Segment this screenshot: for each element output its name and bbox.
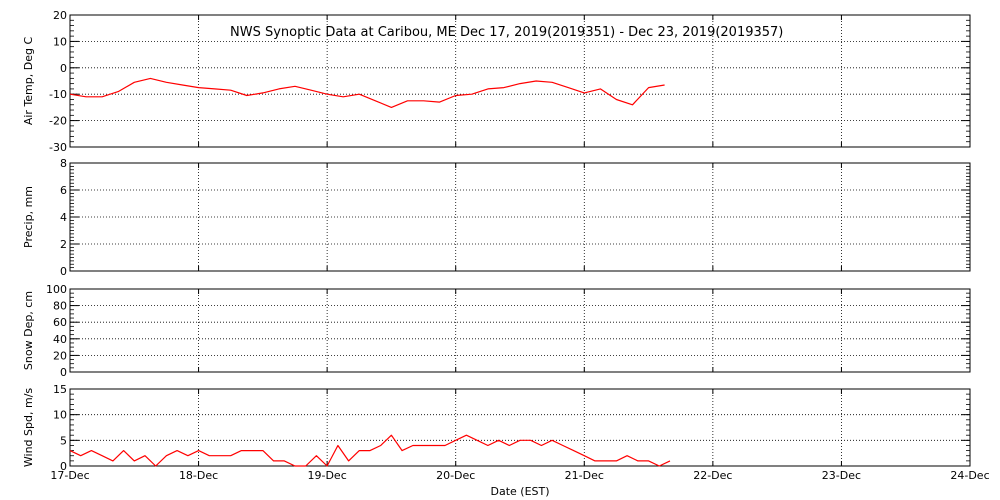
x-tick-label: 17-Dec xyxy=(50,469,89,482)
wind-speed-y-tick-label: 10 xyxy=(53,409,67,422)
precip-y-tick-label: 8 xyxy=(60,157,67,170)
snow-depth-y-tick-label: 40 xyxy=(53,333,67,346)
air-temp-y-tick-label: -10 xyxy=(49,88,67,101)
air-temp-y-tick-label: 0 xyxy=(60,62,67,75)
air-temp-y-tick-label: 20 xyxy=(53,9,67,22)
air-temp-frame xyxy=(69,14,971,148)
snow-depth-y-tick-label: 20 xyxy=(53,349,67,362)
snow-depth-y-tick-label: 80 xyxy=(53,300,67,313)
air-temp-y-tick-label: -30 xyxy=(49,141,67,154)
x-tick-label: 22-Dec xyxy=(693,469,732,482)
wind-speed-y-axis-label: Wind Spd, m/s xyxy=(22,388,35,468)
precip-y-tick-label: 6 xyxy=(60,184,67,197)
x-tick-label: 24-Dec xyxy=(950,469,989,482)
precip-y-tick-label: 4 xyxy=(60,211,67,224)
wind-speed-y-tick-label: 0 xyxy=(60,460,67,473)
air-temp-y-tick-label: -20 xyxy=(49,115,67,128)
precip-y-axis-label: Precip, mm xyxy=(22,186,35,248)
chart-title: NWS Synoptic Data at Caribou, ME Dec 17,… xyxy=(230,25,783,40)
x-tick-label: 23-Dec xyxy=(822,469,861,482)
precip-panel: 8 6 4 2 0 Precip, mm xyxy=(22,157,971,278)
wind-speed-series-line xyxy=(69,434,671,467)
precip-y-tick-label: 0 xyxy=(60,265,67,278)
snow-depth-y-tick-label: 0 xyxy=(60,366,67,379)
snow-depth-y-tick-label: 100 xyxy=(46,283,67,296)
air-temp-series-line xyxy=(69,77,665,109)
wind-speed-frame xyxy=(69,388,971,467)
x-axis-label: Date (EST) xyxy=(490,485,549,498)
wind-speed-y-tick-label: 15 xyxy=(53,383,67,396)
air-temp-panel: 20 10 0 -10 -20 -30 Air Temp, Deg C xyxy=(22,9,971,154)
snow-depth-y-tick-label: 60 xyxy=(53,316,67,329)
precip-y-tick-label: 2 xyxy=(60,238,67,251)
air-temp-y-tick-label: 10 xyxy=(53,35,67,48)
x-tick-label: 18-Dec xyxy=(179,469,218,482)
air-temp-y-axis-label: Air Temp, Deg C xyxy=(22,37,35,126)
wind-speed-panel: 15 10 5 0 Wind Spd, m/s 17-Dec 18-Dec 19-Dec 20-… xyxy=(22,383,990,482)
snow-depth-y-axis-label: Snow Dep, cm xyxy=(22,291,35,370)
x-tick-label: 21-Dec xyxy=(565,469,604,482)
x-tick-label: 19-Dec xyxy=(308,469,347,482)
snow-depth-panel: 100 80 60 40 20 0 Snow Dep, cm xyxy=(22,283,971,379)
wind-speed-y-tick-label: 5 xyxy=(60,434,67,447)
x-tick-label: 20-Dec xyxy=(436,469,475,482)
